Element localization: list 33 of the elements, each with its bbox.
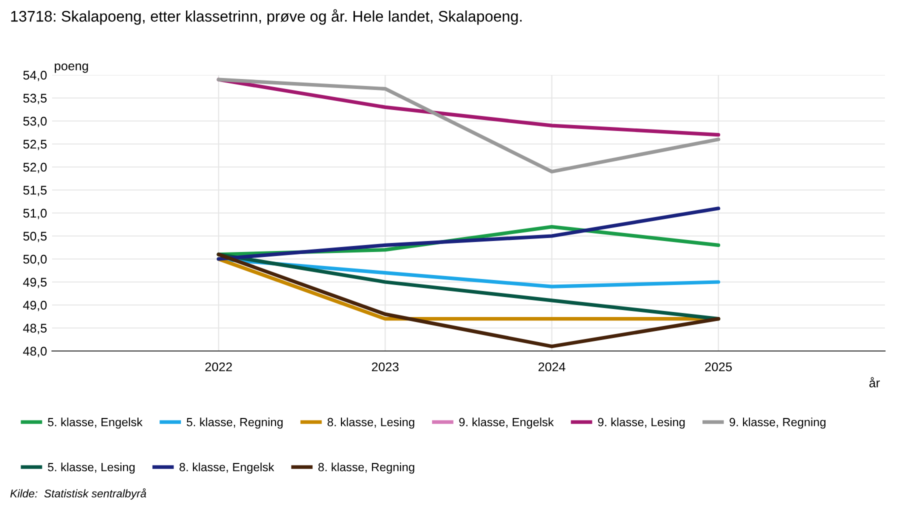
y-tick-label: 53,0 xyxy=(23,116,47,128)
legend-label: 9. klasse, Lesing xyxy=(598,418,685,429)
x-tick-label: 2022 xyxy=(205,362,232,372)
line-series xyxy=(216,206,720,261)
y-tick-label: 52,0 xyxy=(23,162,47,174)
x-tick-label: 2025 xyxy=(705,362,732,372)
legend-label: 5. klasse, Engelsk xyxy=(48,418,143,429)
y-tick-label: 51,5 xyxy=(23,186,47,196)
x-axis-title: år xyxy=(869,377,880,388)
y-tick-label: 50,0 xyxy=(23,254,47,266)
legend-label: 8. klasse, Lesing xyxy=(328,418,414,429)
y-tick-label: 48,0 xyxy=(23,346,47,358)
y-tick-label: 52,5 xyxy=(23,140,47,150)
chart-title: 13718: Skalapoeng, etter klassetrinn, prøve og år. Hele landet, Skalapoeng. xyxy=(11,9,522,25)
line-series xyxy=(216,252,720,348)
legend-label: 5. klasse, Lesing xyxy=(48,462,135,474)
y-tick-label: 48,5 xyxy=(23,324,47,334)
legend-label: 9. klasse, Regning xyxy=(730,418,826,429)
line-series xyxy=(216,78,720,174)
legend-label: 8. klasse, Engelsk xyxy=(180,462,274,474)
y-tick-label: 49,0 xyxy=(23,300,47,312)
y-axis-title: poeng xyxy=(54,64,88,73)
y-tick-label: 54,0 xyxy=(23,70,47,82)
y-tick-label: 51,0 xyxy=(23,208,47,220)
y-tick-label: 50,5 xyxy=(23,232,47,242)
legend-label: 9. klasse, Engelsk xyxy=(459,418,554,429)
legend-label: 8. klasse, Regning xyxy=(318,462,414,474)
y-tick-label: 49,5 xyxy=(23,278,47,288)
y-tick-label: 53,5 xyxy=(23,94,47,104)
x-tick-label: 2024 xyxy=(538,362,566,372)
legend-label: 5. klasse, Regning xyxy=(186,418,283,429)
text: Kilde: Statistisk sentralbyrå xyxy=(10,488,146,500)
x-tick-label: 2023 xyxy=(372,362,399,372)
